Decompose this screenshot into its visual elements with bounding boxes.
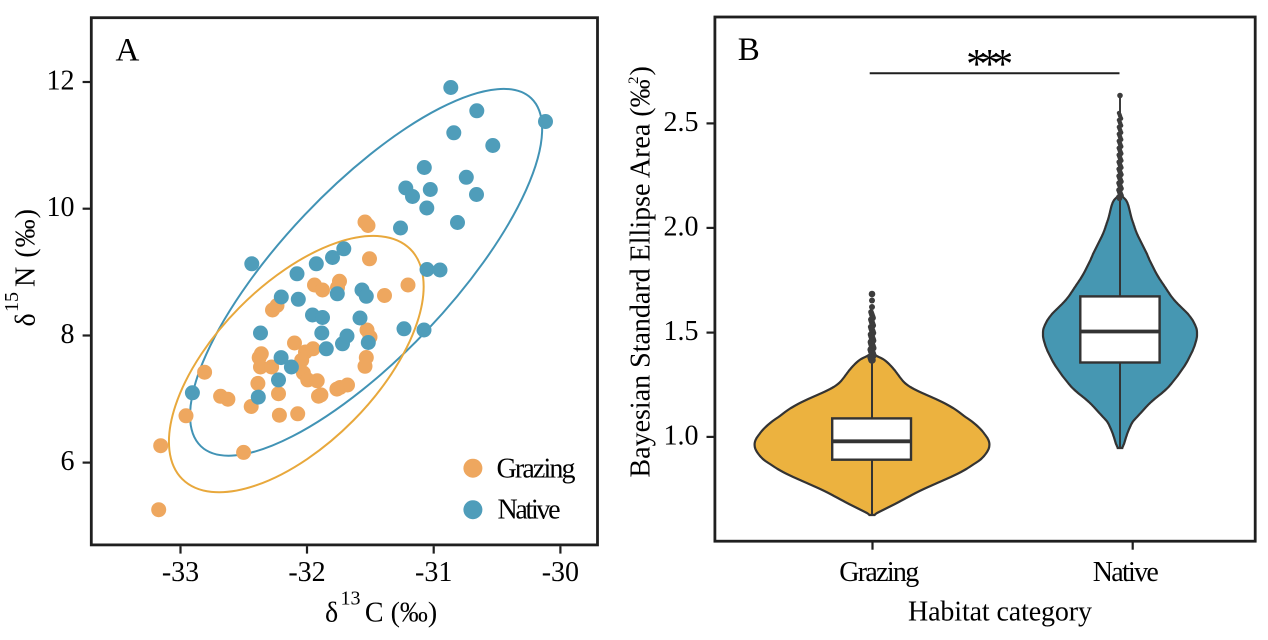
svg-text:2.0: 2.0 [664,211,699,242]
svg-text:12: 12 [47,66,75,97]
svg-text:1.5: 1.5 [664,316,699,347]
svg-text:1.0: 1.0 [664,420,699,451]
svg-text:-30: -30 [542,557,579,588]
svg-text:B: B [738,32,760,68]
svg-text:N (‰): N (‰) [11,209,42,287]
svg-text:10: 10 [47,192,75,223]
svg-text:-32: -32 [288,557,325,588]
svg-text:Bayesian Standard Ellipse Area: Bayesian Standard Ellipse Area (‰ [626,79,657,477]
svg-text:C (‰): C (‰) [365,598,437,629]
svg-text:δ: δ [11,313,42,326]
svg-text:Habitat category: Habitat category [908,596,1092,627]
svg-text:2: 2 [626,77,642,85]
svg-text:-33: -33 [162,557,199,588]
svg-text:Native: Native [1093,557,1159,588]
svg-text:6: 6 [61,446,75,477]
svg-text:15: 15 [1,292,23,312]
svg-text:8: 8 [61,319,75,350]
svg-text:A: A [116,32,140,68]
svg-text:-31: -31 [415,557,452,588]
svg-text:***: *** [966,42,1013,88]
svg-text:Grazing: Grazing [839,557,919,588]
svg-text:): ) [626,66,657,75]
svg-text:2.5: 2.5 [664,107,699,138]
svg-text:13: 13 [341,588,361,610]
svg-text:Grazing: Grazing [497,453,576,484]
svg-text:Native: Native [498,495,561,526]
svg-text:δ: δ [325,598,338,629]
